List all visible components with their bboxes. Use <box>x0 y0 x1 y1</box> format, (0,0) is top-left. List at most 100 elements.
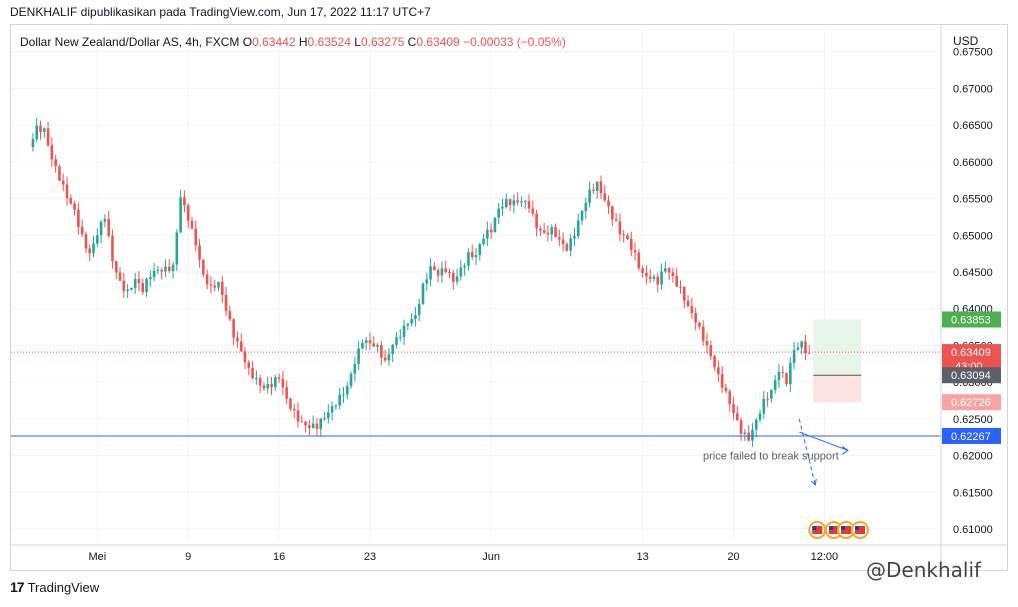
candle-body <box>489 229 493 233</box>
candle-body <box>777 371 781 381</box>
us-flag-event-icon[interactable] <box>837 521 855 539</box>
candle-body <box>569 238 572 251</box>
candle-body <box>474 255 478 258</box>
flag-stripes <box>812 526 823 534</box>
x-tick-label: 9 <box>185 551 191 563</box>
candle-body <box>421 283 425 304</box>
candle-body <box>501 207 504 209</box>
flag-canton <box>841 526 845 530</box>
candle-body <box>122 280 126 291</box>
candle-body <box>743 432 747 434</box>
candle-body <box>266 384 270 389</box>
candle-body <box>156 269 160 271</box>
tradingview-logo[interactable]: 17 TradingView <box>10 579 99 595</box>
candle-body <box>792 349 796 364</box>
candle-body <box>88 248 92 254</box>
candle-body <box>660 271 663 285</box>
candle-body <box>111 235 114 262</box>
candle-body <box>804 341 807 353</box>
candle-body <box>656 276 660 285</box>
candle-body <box>735 413 739 421</box>
chart-frame <box>10 24 1008 571</box>
candle-body <box>751 429 754 441</box>
y-tick-label: 0.64500 <box>953 267 993 279</box>
candle-body <box>694 313 697 323</box>
candle-body <box>220 281 224 295</box>
candle-body <box>633 250 637 253</box>
target-price-label: 0.63853 <box>951 314 991 326</box>
support-price-label: 0.62267 <box>951 431 991 443</box>
candle-body <box>61 180 65 185</box>
candle-body <box>186 205 190 221</box>
us-flag-event-icon[interactable] <box>808 521 827 539</box>
candle-body <box>527 201 531 209</box>
candle-body <box>190 220 194 229</box>
candle-body <box>92 243 95 254</box>
flag-stripes <box>829 526 839 534</box>
symbol-label[interactable]: Dollar New Zealand/Dollar AS, 4h, FXCM <box>20 35 240 49</box>
candle-body <box>493 217 497 233</box>
position-zones <box>813 319 862 403</box>
candle-body <box>667 268 671 273</box>
candle-body <box>383 357 387 361</box>
candle-body <box>516 200 519 203</box>
candle-body <box>58 166 61 181</box>
candle-body <box>327 412 330 419</box>
candle-body <box>701 326 705 341</box>
candle-body <box>614 219 618 222</box>
support-line <box>11 351 941 437</box>
candle-body <box>198 245 201 260</box>
candle-body <box>637 252 641 269</box>
candle-body <box>152 270 156 278</box>
high-label: H <box>298 35 308 49</box>
candle-body <box>747 432 750 441</box>
x-tick-label: 16 <box>273 551 285 563</box>
candle-body <box>535 213 538 229</box>
candle-body <box>387 354 391 361</box>
candle-body <box>167 266 171 271</box>
us-flag-event-icon[interactable] <box>851 521 869 539</box>
candle-body <box>107 218 110 236</box>
y-tick-label: 0.62000 <box>953 451 993 463</box>
candle-body <box>209 284 213 286</box>
y-tick-label: 0.67000 <box>953 83 993 95</box>
candle-body <box>255 378 258 380</box>
open-label: O <box>242 35 253 49</box>
candle-body <box>35 125 39 140</box>
candle-body <box>773 380 777 391</box>
candle-body <box>770 390 773 399</box>
candle-body <box>330 406 334 413</box>
entry-price-label: 0.63094 <box>951 370 991 382</box>
currency-label[interactable]: USD <box>953 34 979 48</box>
candle-body <box>512 200 516 206</box>
candle-body <box>171 264 175 271</box>
candle-body <box>732 404 735 414</box>
candle-body <box>42 128 46 132</box>
x-tick-label: Mei <box>88 551 106 563</box>
y-tick-label: 0.66500 <box>953 120 993 132</box>
candle-body <box>376 344 379 347</box>
candle-body <box>705 340 709 346</box>
current-price-label: 0.63409 <box>951 347 991 359</box>
candle-body <box>561 239 565 244</box>
candle-body <box>380 344 383 358</box>
candle-body <box>175 232 179 265</box>
candle-body <box>592 189 595 191</box>
candle-body <box>77 209 80 227</box>
candle-body <box>46 128 50 146</box>
candle-body <box>243 351 247 363</box>
candle-body <box>554 227 557 238</box>
candle-body <box>542 230 546 233</box>
candle-body <box>228 310 232 320</box>
candle-body <box>641 268 644 273</box>
candle-body <box>618 221 622 235</box>
candle-body <box>539 228 542 231</box>
candle-body <box>675 275 679 287</box>
candle-body <box>319 418 323 429</box>
candle-body <box>296 410 300 422</box>
candle-body <box>285 387 288 399</box>
candle-body <box>308 425 311 428</box>
profit-zone <box>813 319 862 376</box>
